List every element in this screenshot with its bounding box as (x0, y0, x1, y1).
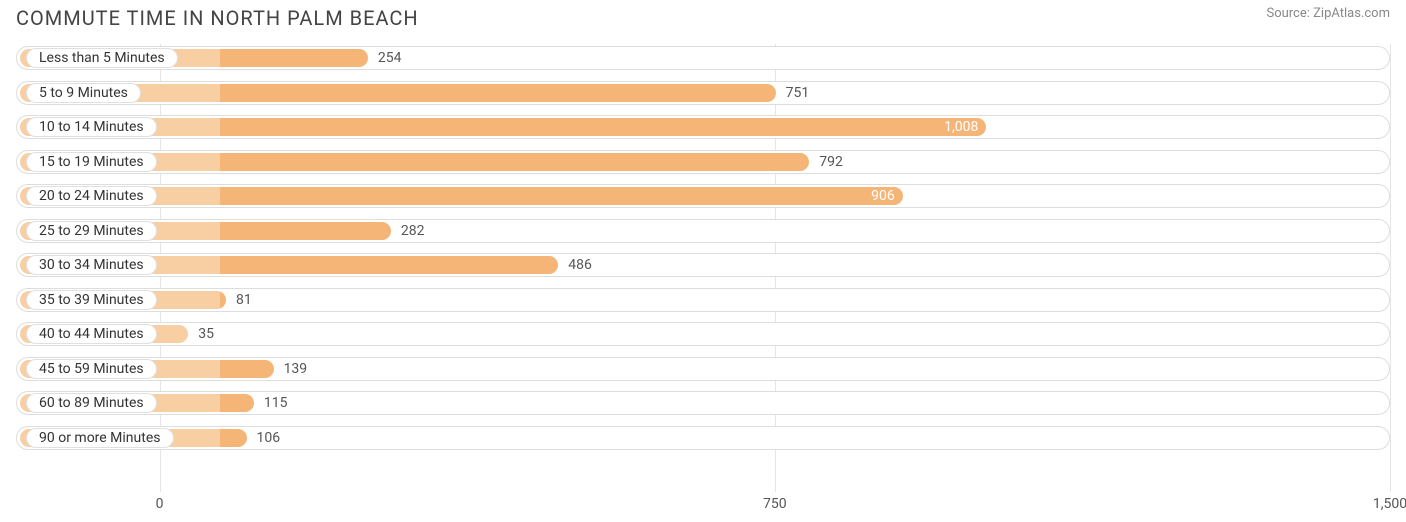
chart-source: Source: ZipAtlas.com (1266, 6, 1390, 21)
bar-row: 60 to 89 Minutes 115 (16, 389, 1390, 417)
axis-tick-label: 750 (763, 496, 787, 512)
bar-row: 45 to 59 Minutes 139 (16, 355, 1390, 383)
bar-track (16, 322, 1390, 346)
x-axis: 07501,500 (16, 496, 1390, 516)
category-label: 25 to 29 Minutes (26, 221, 157, 241)
category-label: 40 to 44 Minutes (26, 324, 157, 344)
bar-row: 5 to 9 Minutes 751 (16, 79, 1390, 107)
value-label: 115 (264, 395, 288, 411)
axis-tick-label: 0 (156, 496, 164, 512)
value-label: 106 (257, 430, 281, 446)
gridline (1390, 44, 1391, 492)
axis-tick-label: 1,500 (1373, 496, 1406, 512)
bar-row: 35 to 39 Minutes 81 (16, 286, 1390, 314)
value-label: 35 (198, 326, 214, 342)
value-label: 751 (786, 85, 810, 101)
category-label: 5 to 9 Minutes (26, 83, 141, 103)
bar-row: 25 to 29 Minutes 282 (16, 217, 1390, 245)
chart-title: COMMUTE TIME IN NORTH PALM BEACH (16, 6, 419, 30)
chart-header: COMMUTE TIME IN NORTH PALM BEACH Source:… (0, 0, 1406, 30)
category-label: 15 to 19 Minutes (26, 152, 157, 172)
bar (20, 118, 986, 136)
category-label: 60 to 89 Minutes (26, 393, 157, 413)
value-label: 486 (568, 257, 592, 273)
value-label: 139 (284, 361, 308, 377)
value-label: 254 (378, 50, 402, 66)
category-label: 45 to 59 Minutes (26, 359, 157, 379)
bar-row: 10 to 14 Minutes 1,008 (16, 113, 1390, 141)
bar-row: Less than 5 Minutes 254 (16, 44, 1390, 72)
category-label: 10 to 14 Minutes (26, 117, 157, 137)
category-label: 20 to 24 Minutes (26, 186, 157, 206)
bar-row: 20 to 24 Minutes 906 (16, 182, 1390, 210)
bar-row: 90 or more Minutes 106 (16, 424, 1390, 452)
value-label: 906 (871, 188, 895, 204)
bar-row: 40 to 44 Minutes 35 (16, 320, 1390, 348)
bar-row: 30 to 34 Minutes 486 (16, 251, 1390, 279)
value-label: 282 (401, 223, 425, 239)
category-label: 35 to 39 Minutes (26, 290, 157, 310)
category-label: 30 to 34 Minutes (26, 255, 157, 275)
value-label: 1,008 (944, 119, 978, 135)
category-label: Less than 5 Minutes (26, 48, 178, 68)
chart-plot-area: Less than 5 Minutes 254 5 to 9 Minutes 751 1… (16, 44, 1390, 492)
category-label: 90 or more Minutes (26, 428, 174, 448)
value-label: 81 (236, 292, 252, 308)
bar-row: 15 to 19 Minutes 792 (16, 148, 1390, 176)
value-label: 792 (819, 154, 843, 170)
